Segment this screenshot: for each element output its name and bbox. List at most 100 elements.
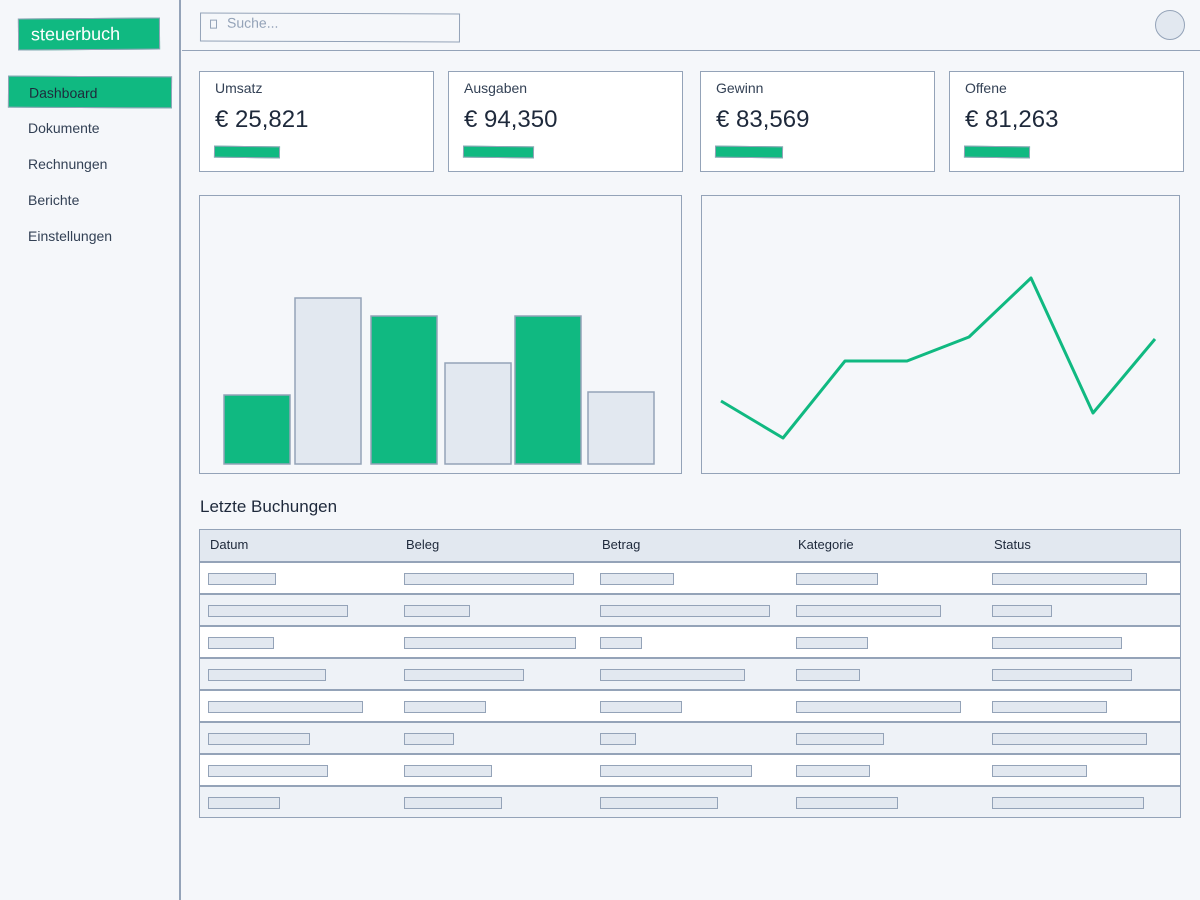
kpi-value: € 25,821 — [215, 106, 309, 133]
kpi-card-umsatz: Umsatz € 25,821 — [199, 71, 434, 172]
cell-placeholder — [404, 637, 576, 649]
kpi-value: € 81,263 — [965, 106, 1059, 133]
table-row[interactable] — [199, 722, 1181, 754]
kpi-card-offene: Offene € 81,263 — [949, 71, 1184, 172]
sidebar-item-label: Berichte — [28, 192, 80, 208]
sidebar-item-dokumente[interactable]: Dokumente — [8, 112, 172, 144]
kpi-progress-bar — [213, 145, 281, 159]
column-header[interactable]: Status — [994, 537, 1031, 552]
search-placeholder: Suche... — [226, 14, 279, 31]
cell-placeholder — [600, 637, 642, 649]
cell-placeholder — [404, 733, 454, 745]
bar — [370, 315, 438, 465]
cell-placeholder — [404, 765, 492, 777]
cell-placeholder — [992, 605, 1052, 617]
table-row[interactable] — [199, 626, 1181, 658]
kpi-card-ausgaben: Ausgaben € 94,350 — [448, 71, 683, 172]
kpi-progress-bar — [462, 145, 535, 159]
cell-placeholder — [404, 797, 502, 809]
series-line — [720, 276, 1157, 440]
app-logo-text: steuerbuch — [30, 23, 121, 45]
search-icon — [209, 19, 218, 29]
cell-placeholder — [208, 733, 310, 745]
column-header[interactable]: Datum — [210, 537, 249, 552]
search-input[interactable]: Suche... — [199, 12, 461, 43]
kpi-progress-bar — [963, 145, 1031, 159]
cell-placeholder — [404, 605, 470, 617]
table-header: Datum Beleg Betrag Kategorie Status — [199, 529, 1181, 562]
column-header[interactable]: Kategorie — [798, 537, 854, 552]
kpi-value: € 94,350 — [464, 106, 558, 133]
cell-placeholder — [208, 701, 363, 713]
kpi-label: Gewinn — [716, 80, 764, 96]
kpi-label: Offene — [965, 80, 1007, 96]
cell-placeholder — [208, 797, 280, 809]
bar — [587, 391, 655, 465]
bar — [444, 362, 512, 465]
app-logo[interactable]: steuerbuch — [17, 17, 161, 51]
cell-placeholder — [600, 669, 745, 681]
cell-placeholder — [796, 797, 898, 809]
sidebar-item-dashboard[interactable]: Dashboard — [7, 75, 173, 109]
topbar: Suche... — [182, 0, 1200, 51]
cell-placeholder — [208, 637, 274, 649]
cell-placeholder — [600, 701, 682, 713]
user-avatar[interactable] — [1155, 10, 1185, 40]
cell-placeholder — [992, 637, 1122, 649]
table-row[interactable] — [199, 562, 1181, 594]
kpi-label: Umsatz — [215, 80, 263, 96]
bar — [294, 297, 362, 465]
table-body — [199, 562, 1181, 818]
cell-placeholder — [404, 573, 574, 585]
cell-placeholder — [992, 765, 1087, 777]
line-chart-card — [701, 195, 1180, 474]
sidebar-item-label: Dashboard — [28, 84, 98, 102]
table-row[interactable] — [199, 658, 1181, 690]
sidebar-item-label: Einstellungen — [28, 228, 113, 244]
cell-placeholder — [600, 573, 674, 585]
bookings-table: Datum Beleg Betrag Kategorie Status — [199, 529, 1181, 818]
column-header[interactable]: Betrag — [602, 537, 641, 552]
cell-placeholder — [796, 637, 868, 649]
sidebar: steuerbuch Dashboard Dokumente Rechnunge… — [0, 0, 181, 900]
column-header[interactable]: Beleg — [406, 537, 440, 552]
cell-placeholder — [208, 573, 276, 585]
cell-placeholder — [796, 733, 884, 745]
kpi-card-gewinn: Gewinn € 83,569 — [700, 71, 935, 172]
cell-placeholder — [796, 669, 860, 681]
sidebar-item-berichte[interactable]: Berichte — [8, 184, 172, 216]
cell-placeholder — [992, 733, 1147, 745]
cell-placeholder — [796, 605, 941, 617]
table-row[interactable] — [199, 786, 1181, 818]
cell-placeholder — [796, 573, 878, 585]
cell-placeholder — [404, 701, 486, 713]
cell-placeholder — [208, 605, 348, 617]
cell-placeholder — [208, 765, 328, 777]
cell-placeholder — [992, 701, 1107, 713]
bar — [223, 394, 291, 465]
kpi-value: € 83,569 — [716, 106, 810, 133]
cell-placeholder — [600, 733, 636, 745]
sidebar-item-rechnungen[interactable]: Rechnungen — [8, 148, 172, 180]
cell-placeholder — [600, 765, 752, 777]
cell-placeholder — [600, 797, 718, 809]
cell-placeholder — [404, 669, 524, 681]
sidebar-item-label: Dokumente — [28, 120, 100, 136]
kpi-label: Ausgaben — [464, 80, 528, 96]
cell-placeholder — [796, 765, 870, 777]
table-row[interactable] — [199, 594, 1181, 626]
bar — [514, 315, 582, 465]
section-title: Letzte Buchungen — [200, 497, 338, 516]
cell-placeholder — [600, 605, 770, 617]
sidebar-item-einstellungen[interactable]: Einstellungen — [8, 220, 172, 252]
line-chart — [720, 276, 1157, 440]
cell-placeholder — [208, 669, 326, 681]
table-row[interactable] — [199, 690, 1181, 722]
table-row[interactable] — [199, 754, 1181, 786]
bar-chart-card — [199, 195, 682, 474]
cell-placeholder — [992, 797, 1144, 809]
cell-placeholder — [796, 701, 961, 713]
sidebar-item-label: Rechnungen — [28, 156, 108, 172]
kpi-progress-bar — [714, 145, 784, 159]
bar-chart — [223, 297, 655, 465]
